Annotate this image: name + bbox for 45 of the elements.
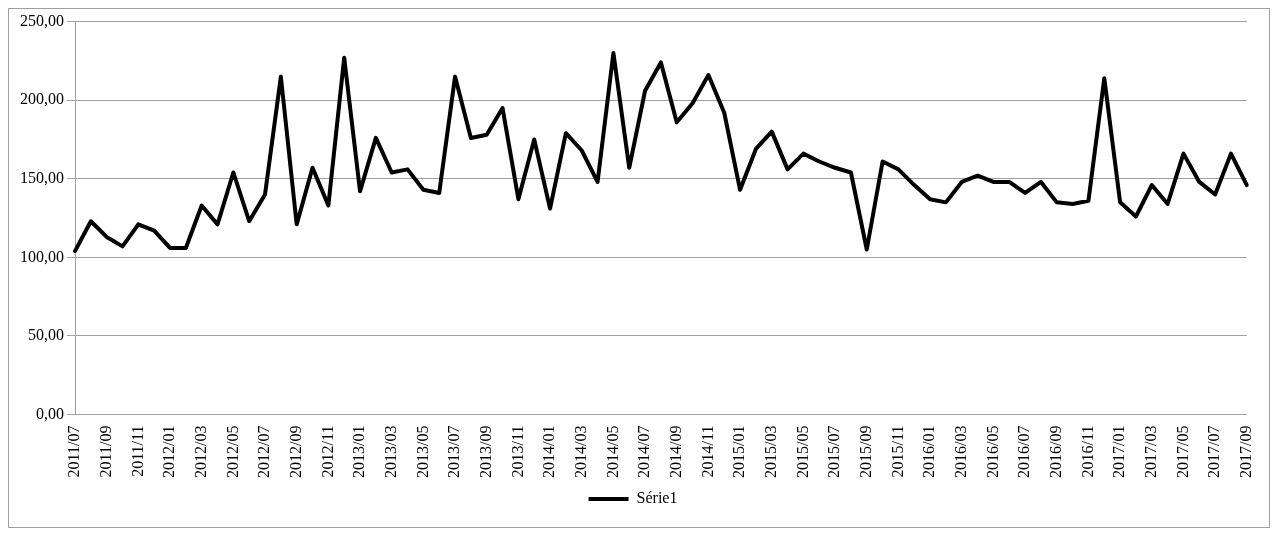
y-tick-label: 100,00 [20, 247, 64, 265]
x-tick-label: 2014/11 [698, 425, 716, 478]
x-tick-label: 2012/01 [160, 425, 178, 479]
x-tick-label: 2014/09 [666, 425, 684, 479]
x-tick-label: 2016/07 [1015, 425, 1033, 479]
x-tick-label: 2017/07 [1205, 425, 1223, 479]
x-tick-label: 2017/09 [1237, 425, 1254, 479]
x-tick-label: 2013/11 [508, 425, 526, 478]
x-tick-label: 2015/01 [730, 425, 748, 479]
y-tick-label: 150,00 [20, 168, 64, 186]
y-tick-label: 200,00 [20, 90, 64, 108]
x-tick-label: 2012/05 [223, 425, 241, 479]
x-tick-label: 2015/09 [856, 425, 874, 479]
x-tick-label: 2013/09 [476, 425, 494, 479]
y-tick-label: 0,00 [36, 404, 64, 422]
x-tick-label: 2013/01 [350, 425, 368, 479]
x-tick-label: 2015/03 [761, 425, 779, 479]
x-tick-label: 2016/09 [1046, 425, 1064, 479]
x-tick-label: 2016/05 [983, 425, 1001, 479]
x-tick-label: 2011/07 [65, 425, 83, 478]
x-tick-label: 2013/03 [381, 425, 399, 479]
x-tick-label: 2017/05 [1173, 425, 1191, 479]
x-tick-label: 2016/01 [920, 425, 938, 479]
x-tick-label: 2016/03 [951, 425, 969, 479]
x-tick-label: 2014/01 [540, 425, 558, 479]
x-tick-label: 2013/07 [445, 425, 463, 479]
y-tick-label: 50,00 [28, 326, 64, 344]
x-tick-label: 2017/03 [1141, 425, 1159, 479]
legend-label: Série1 [636, 489, 678, 507]
x-tick-label: 2014/07 [635, 425, 653, 479]
x-tick-label: 2015/05 [793, 425, 811, 479]
x-tick-label: 2017/01 [1110, 425, 1128, 479]
x-tick-label: 2016/11 [1078, 425, 1096, 478]
x-tick-label: 2011/11 [128, 425, 146, 477]
x-tick-label: 2014/05 [603, 425, 621, 479]
x-tick-label: 2012/11 [318, 425, 336, 478]
x-tick-label: 2012/07 [255, 425, 273, 479]
y-tick-label: 250,00 [20, 11, 64, 29]
x-tick-label: 2014/03 [571, 425, 589, 479]
x-tick-label: 2015/07 [825, 425, 843, 479]
x-tick-label: 2011/09 [96, 425, 114, 478]
x-tick-label: 2013/05 [413, 425, 431, 479]
x-tick-label: 2012/03 [191, 425, 209, 479]
x-tick-label: 2015/11 [888, 425, 906, 478]
x-tick-label: 2012/09 [286, 425, 304, 479]
